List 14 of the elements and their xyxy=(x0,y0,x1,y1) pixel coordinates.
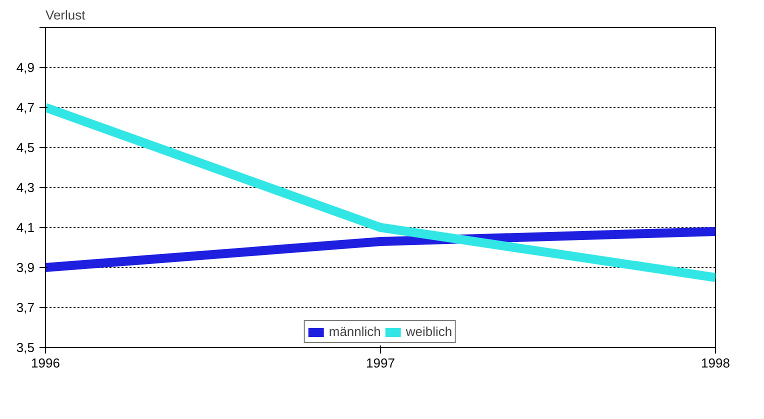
y-tick-label: 4,5 xyxy=(16,140,35,155)
x-tick-label: 1996 xyxy=(31,356,60,370)
y-tick-label: 4,3 xyxy=(16,180,35,195)
y-tick-label: 3,5 xyxy=(16,340,35,355)
x-tick-label: 1998 xyxy=(701,356,730,370)
y-tick-label: 3,7 xyxy=(16,300,35,315)
y-tick-label: 3,9 xyxy=(16,260,35,275)
y-tick-label: 4,9 xyxy=(16,60,35,75)
y-tick-label: 4,7 xyxy=(16,100,35,115)
x-tick-label: 1997 xyxy=(366,356,395,370)
legend-label: weiblich xyxy=(406,324,452,339)
legend-label: männlich xyxy=(328,324,381,339)
y-axis-title: Verlust xyxy=(46,8,86,22)
y-tick-label: 4,1 xyxy=(16,220,35,235)
